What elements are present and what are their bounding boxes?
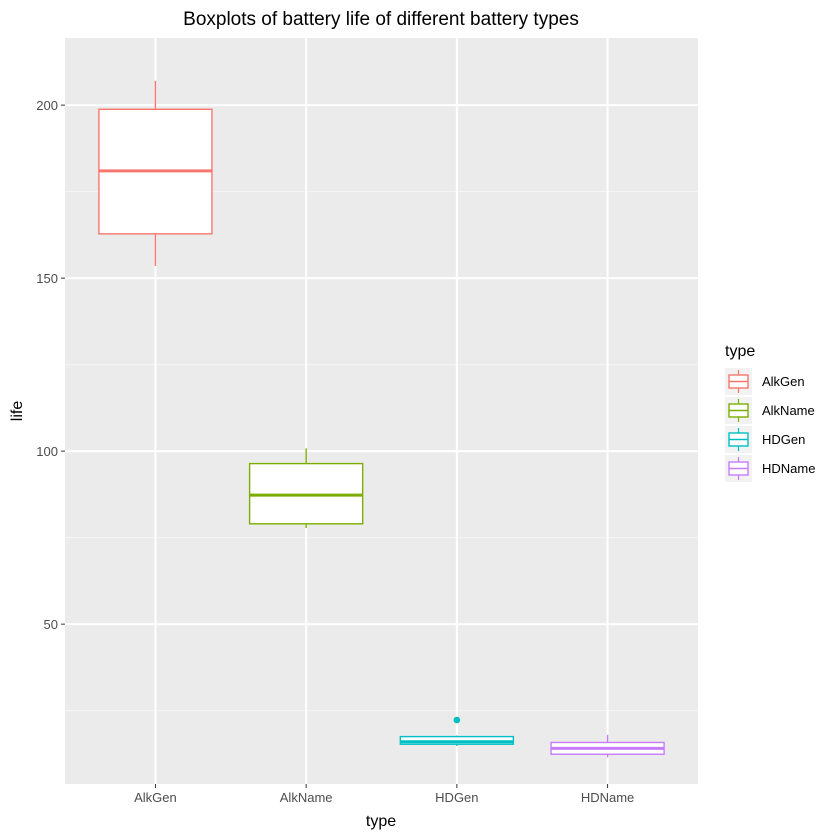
y-axis: 50 100 150 200: [36, 98, 65, 632]
y-tick-label: 200: [36, 98, 58, 113]
boxes-group: [98, 80, 665, 758]
x-axis: AlkGen AlkName HDGen HDName: [134, 784, 634, 805]
outlier-point: [453, 716, 461, 724]
legend-label: HDName: [762, 461, 815, 476]
box-alkname: [248, 448, 364, 528]
legend-title: type: [725, 343, 755, 360]
legend-label: AlkName: [762, 403, 815, 418]
legend-label: HDGen: [762, 432, 805, 447]
x-tick-label: AlkName: [280, 790, 333, 805]
chart-title: Boxplots of battery life of different ba…: [183, 9, 579, 30]
legend-label: AlkGen: [762, 374, 805, 389]
legend-item-hdname: HDName: [725, 455, 815, 482]
x-axis-title: type: [366, 813, 396, 830]
y-tick-label: 150: [36, 271, 58, 286]
box-hdgen: [399, 716, 515, 746]
box-alkgen: [98, 80, 213, 267]
y-axis-title: life: [9, 401, 26, 422]
y-tick-label: 50: [44, 617, 58, 632]
box-hdname: [550, 734, 665, 758]
y-tick-label: 100: [36, 444, 58, 459]
x-tick-label: HDName: [581, 790, 634, 805]
x-tick-label: HDGen: [435, 790, 478, 805]
legend-item-alkgen: AlkGen: [725, 368, 805, 395]
x-tick-label: AlkGen: [134, 790, 177, 805]
legend-item-alkname: AlkName: [725, 397, 815, 424]
legend: type AlkGen AlkName HDGen HDName: [725, 343, 815, 482]
legend-item-hdgen: HDGen: [725, 426, 805, 453]
